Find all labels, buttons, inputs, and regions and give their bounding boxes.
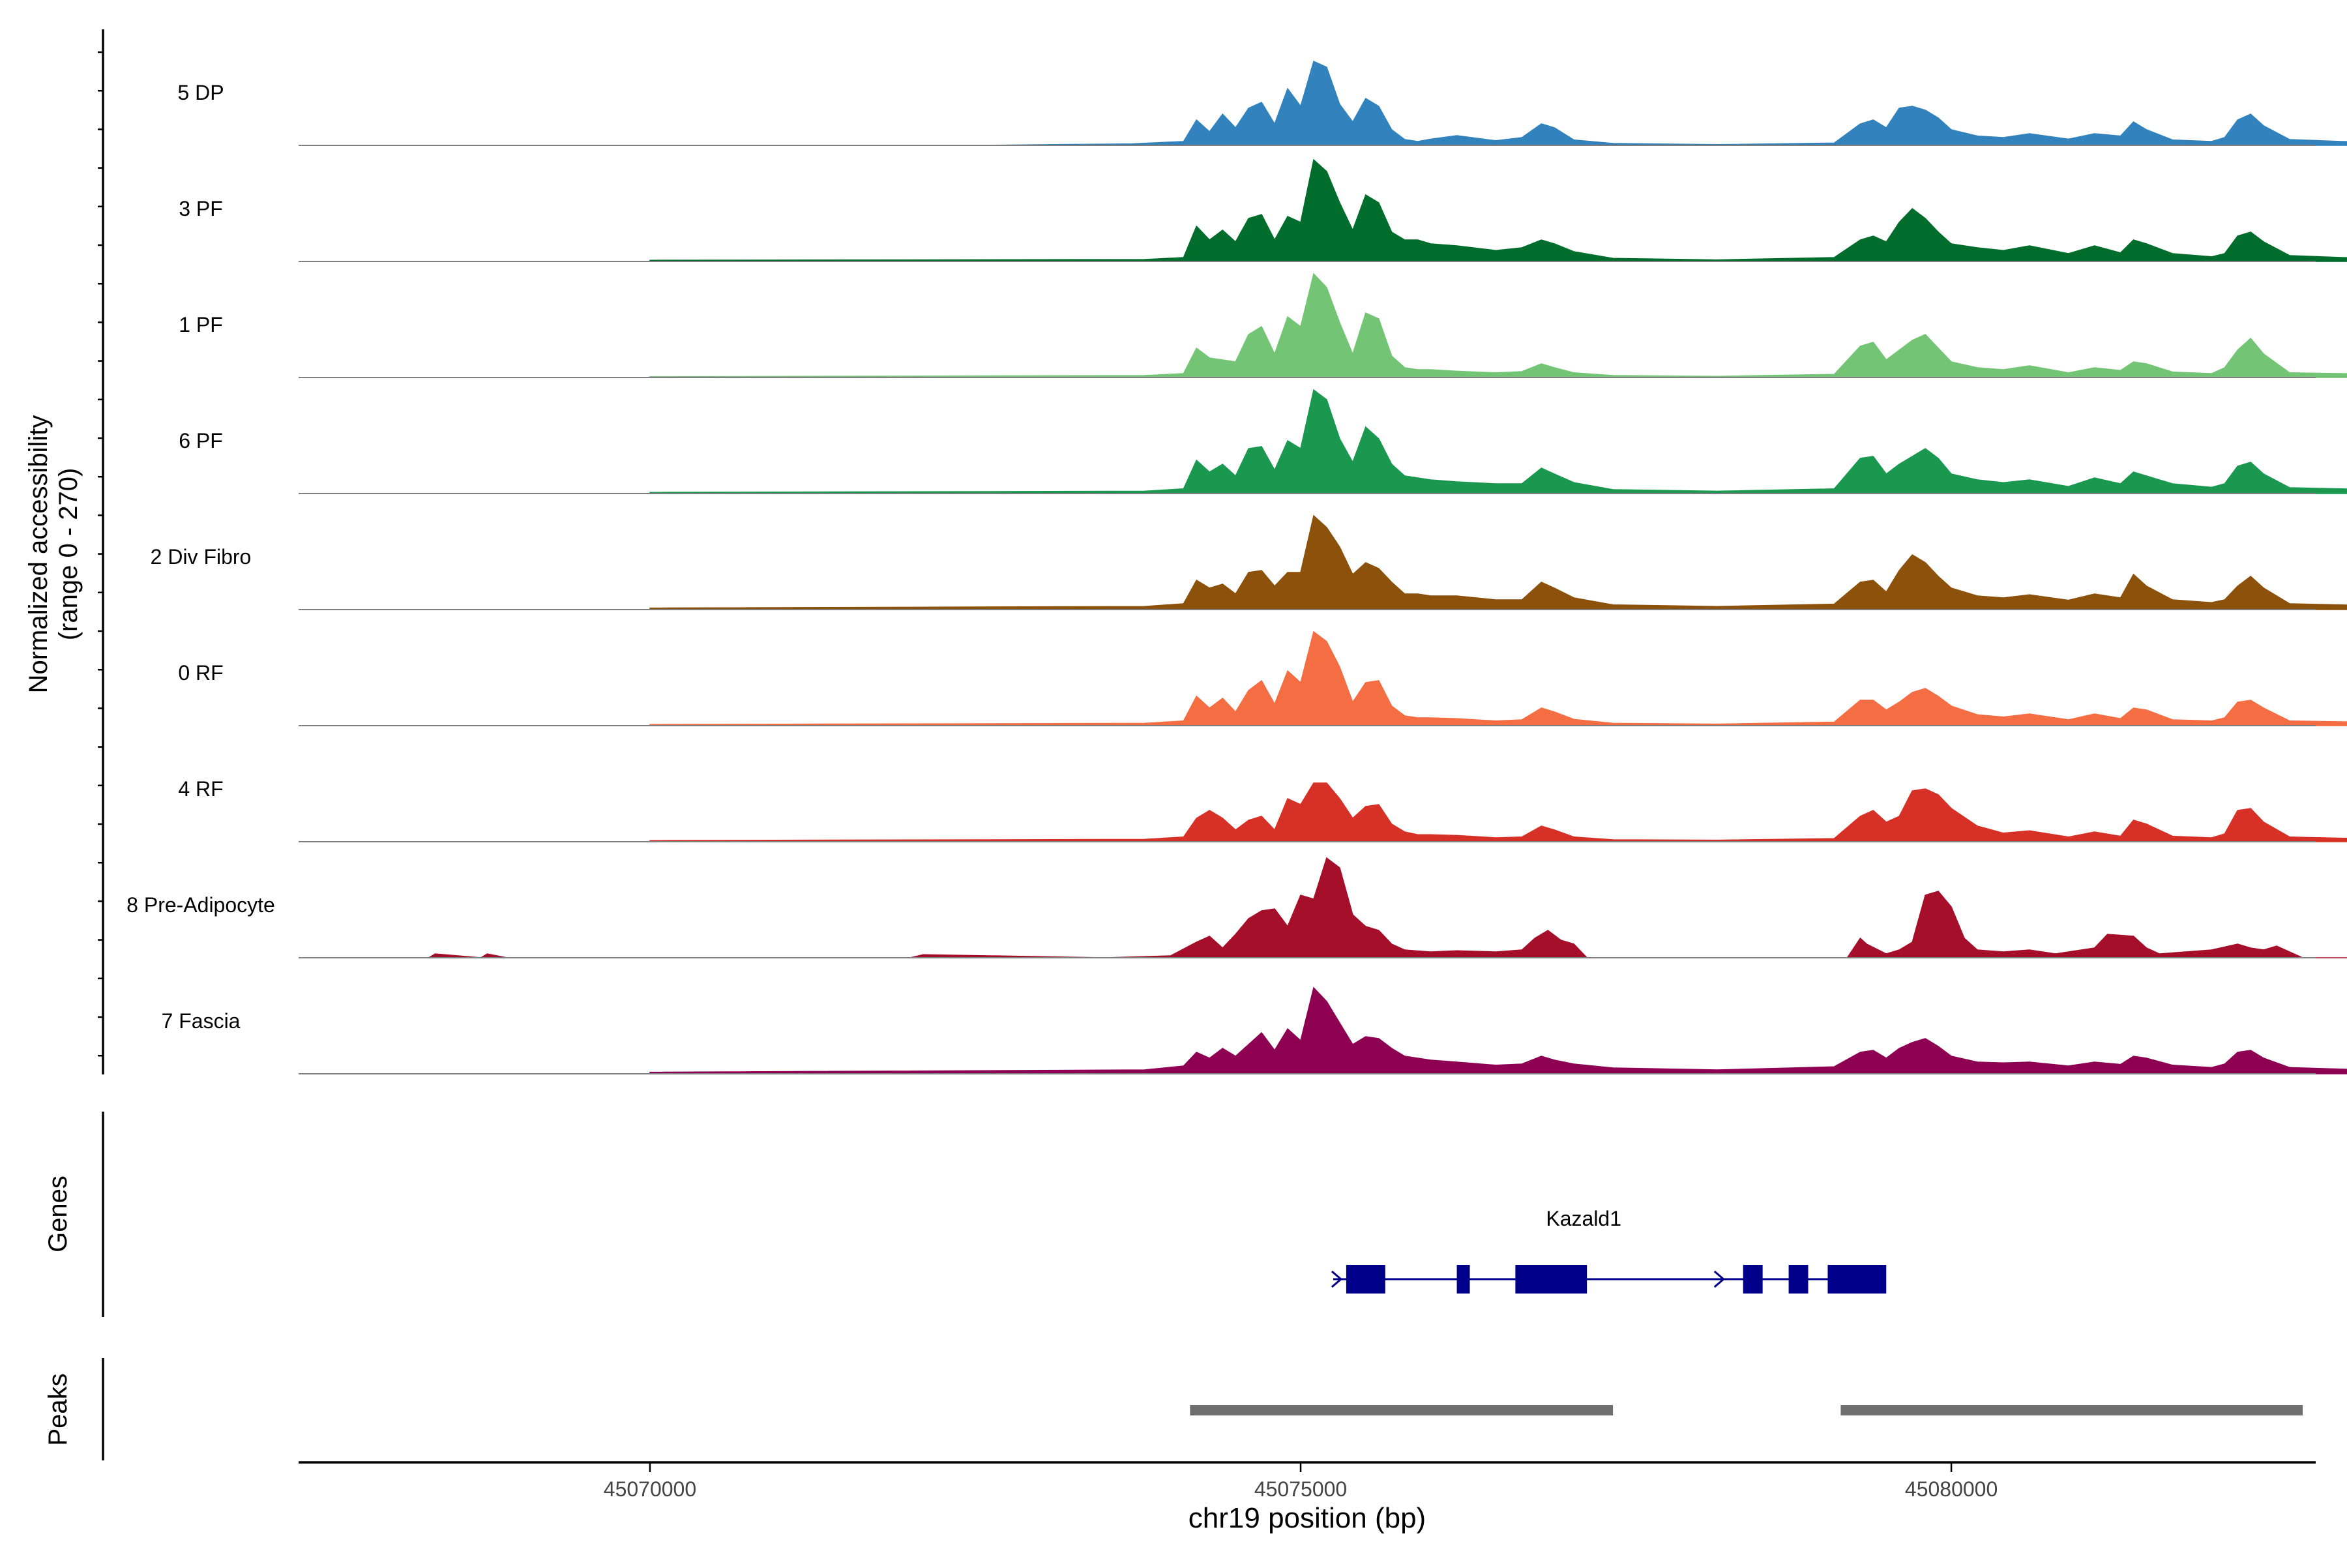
track-4-rf: 4 RF — [178, 777, 2347, 842]
coverage-ylabel-line2: (range 0 - 270) — [54, 468, 83, 641]
track-5-dp: 5 DP — [177, 60, 2347, 146]
x-tick-label: 45075000 — [1254, 1477, 1347, 1501]
track-label: 8 Pre-Adipocyte — [126, 893, 275, 917]
coverage-tracks: 5 DP 3 PF 1 PF 6 PF 2 Div Fibro 0 RF 4 RF 8 Pre… — [126, 60, 2347, 1074]
strand-arrow — [1713, 1270, 1726, 1288]
peak-regions — [1190, 1405, 2303, 1415]
x-tick-label: 45070000 — [604, 1477, 696, 1501]
track-0-rf: 0 RF — [178, 630, 2347, 726]
track-label: 0 RF — [178, 661, 223, 685]
track-1-pf: 1 PF — [179, 273, 2347, 378]
peak-bar — [1840, 1405, 2303, 1415]
gene-exon — [1456, 1265, 1470, 1294]
x-tick-label: 45080000 — [1905, 1477, 1998, 1501]
coverage-left-ticks — [98, 51, 103, 1057]
gene-model-kazald1 — [1331, 1265, 1887, 1294]
track-label: 2 Div Fibro — [151, 545, 252, 569]
peaks-panel-label: Peaks — [44, 1373, 72, 1445]
gene-exon — [1788, 1265, 1808, 1294]
track-label: 7 Fascia — [162, 1009, 241, 1033]
track-coverage-area — [649, 273, 2347, 378]
track-coverage-area — [649, 986, 2347, 1074]
strand-arrow — [1331, 1270, 1343, 1288]
x-axis-label: chr19 position (bp) — [1188, 1502, 1426, 1534]
gene-exon — [1743, 1265, 1763, 1294]
track-coverage-area — [649, 514, 2347, 610]
track-coverage-area — [649, 630, 2347, 726]
track-coverage-area — [649, 389, 2347, 494]
track-coverage-area — [649, 158, 2347, 262]
peak-bar — [1190, 1405, 1614, 1415]
track-6-pf: 6 PF — [179, 389, 2347, 494]
track-label: 5 DP — [177, 81, 224, 104]
track-label: 1 PF — [179, 313, 223, 336]
track-coverage-area — [975, 60, 2347, 146]
gene-name-label: Kazald1 — [1546, 1207, 1621, 1230]
track-label: 3 PF — [179, 197, 223, 220]
track-coverage-area — [649, 782, 2347, 842]
x-axis-ticks: 4507000045075000450800004508500 — [604, 1462, 1998, 1501]
gene-exon — [1515, 1265, 1587, 1294]
coverage-ylabel-line1: Normalized accessibility — [24, 415, 53, 694]
track-8-pre-adipocyte: 8 Pre-Adipocyte — [126, 857, 2347, 958]
track-3-pf: 3 PF — [179, 158, 2347, 262]
track-7-fascia: 7 Fascia — [162, 986, 2347, 1074]
track-2-div-fibro: 2 Div Fibro — [151, 514, 2347, 610]
track-label: 4 RF — [178, 777, 223, 801]
track-label: 6 PF — [179, 429, 223, 452]
gene-exon — [1827, 1265, 1887, 1294]
track-coverage-area — [426, 857, 2347, 958]
genes-panel-label: Genes — [44, 1176, 72, 1252]
gene-exon — [1346, 1265, 1385, 1294]
